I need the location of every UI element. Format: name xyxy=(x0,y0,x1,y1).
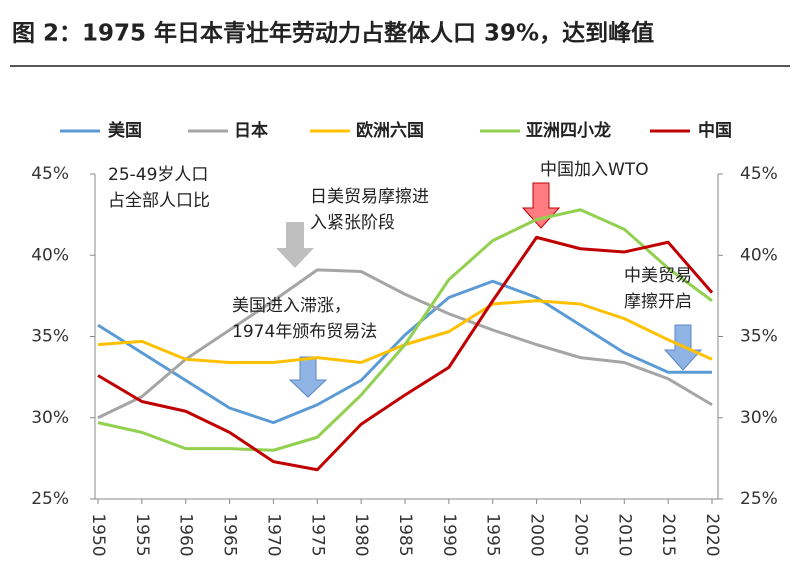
annotation: 日美贸易摩擦进 xyxy=(310,187,429,207)
arrow-blue xyxy=(288,356,328,398)
x-tick-label: 1950 xyxy=(88,513,108,556)
x-tick-label: 1955 xyxy=(132,513,152,556)
y-tick-label: 30% xyxy=(31,408,69,428)
y-tick-label: 40% xyxy=(31,245,69,265)
series-line xyxy=(97,279,712,425)
annotation: 25-49岁人口 xyxy=(108,165,208,185)
series-line xyxy=(97,299,713,364)
x-tick-label: 1990 xyxy=(439,513,459,556)
y2-tick-label: 30% xyxy=(740,408,778,428)
legend-label: 亚洲四小龙 xyxy=(526,120,611,141)
x-tick-label: 1960 xyxy=(176,513,196,556)
x-tick-label: 2015 xyxy=(658,513,678,556)
x-tick-label: 1975 xyxy=(307,513,327,556)
x-tick-label: 2020 xyxy=(702,513,722,556)
y-tick-label: 35% xyxy=(31,327,69,347)
y-tick-label: 45% xyxy=(31,164,69,184)
legend-label: 中国 xyxy=(698,120,732,141)
x-tick-label: 1965 xyxy=(220,513,240,556)
arrow-red xyxy=(521,182,561,229)
y2-tick-label: 45% xyxy=(740,164,778,184)
y-tick-label: 25% xyxy=(31,489,69,509)
x-tick-label: 1995 xyxy=(483,513,503,556)
y2-tick-label: 35% xyxy=(740,327,778,347)
y2-tick-label: 25% xyxy=(740,489,778,509)
legend-label: 美国 xyxy=(108,120,142,141)
annotation: 1974年颁布贸易法 xyxy=(232,322,377,342)
legend-label: 欧洲六国 xyxy=(356,120,424,141)
series-line xyxy=(97,268,713,420)
series-line xyxy=(97,235,714,472)
chart-title: 图 2：1975 年日本青壮年劳动力占整体人口 39%，达到峰值 xyxy=(12,20,654,47)
x-tick-label: 2005 xyxy=(570,513,590,556)
x-tick-label: 1970 xyxy=(263,513,283,556)
annotation: 摩擦开启 xyxy=(624,292,692,312)
x-tick-label: 2010 xyxy=(614,513,634,556)
y2-tick-label: 40% xyxy=(740,245,778,265)
arrow-gray xyxy=(276,222,314,268)
legend-label: 日本 xyxy=(234,120,268,141)
annotation: 中美贸易 xyxy=(624,266,692,286)
annotation: 占全部人口比 xyxy=(108,191,210,211)
annotation: 入紧张阶段 xyxy=(310,213,395,233)
annotation: 中国加入WTO xyxy=(540,160,649,180)
annotation: 美国进入滞涨， xyxy=(232,296,351,316)
x-tick-label: 1985 xyxy=(395,513,415,556)
x-tick-label: 2000 xyxy=(527,513,547,556)
series-line xyxy=(97,208,713,452)
x-tick-label: 1980 xyxy=(351,513,371,556)
